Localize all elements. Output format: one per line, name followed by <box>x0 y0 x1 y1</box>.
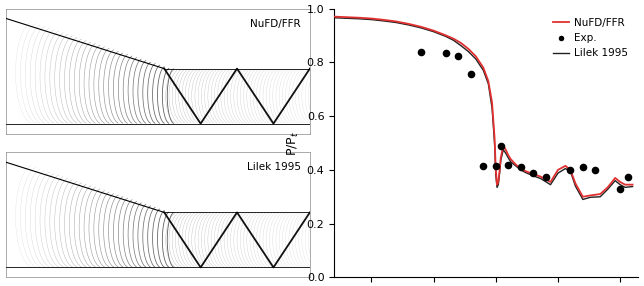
Point <box>528 170 538 175</box>
Point <box>615 186 625 191</box>
Text: NuFD/FFR: NuFD/FFR <box>250 19 301 29</box>
Point <box>491 164 501 168</box>
Point <box>466 72 476 77</box>
Point <box>453 53 464 58</box>
Point <box>503 162 513 167</box>
Point <box>623 174 633 179</box>
Point <box>565 168 576 172</box>
Point <box>540 174 551 179</box>
Point <box>578 165 588 170</box>
Y-axis label: P/P$_t$: P/P$_t$ <box>286 130 301 156</box>
Legend: NuFD/FFR, Exp., Lilek 1995: NuFD/FFR, Exp., Lilek 1995 <box>549 14 632 63</box>
Point <box>478 164 489 168</box>
Point <box>590 168 600 172</box>
Text: Lilek 1995: Lilek 1995 <box>247 162 301 172</box>
Point <box>496 143 506 148</box>
Point <box>515 165 526 170</box>
Point <box>441 51 451 55</box>
Point <box>416 49 426 54</box>
